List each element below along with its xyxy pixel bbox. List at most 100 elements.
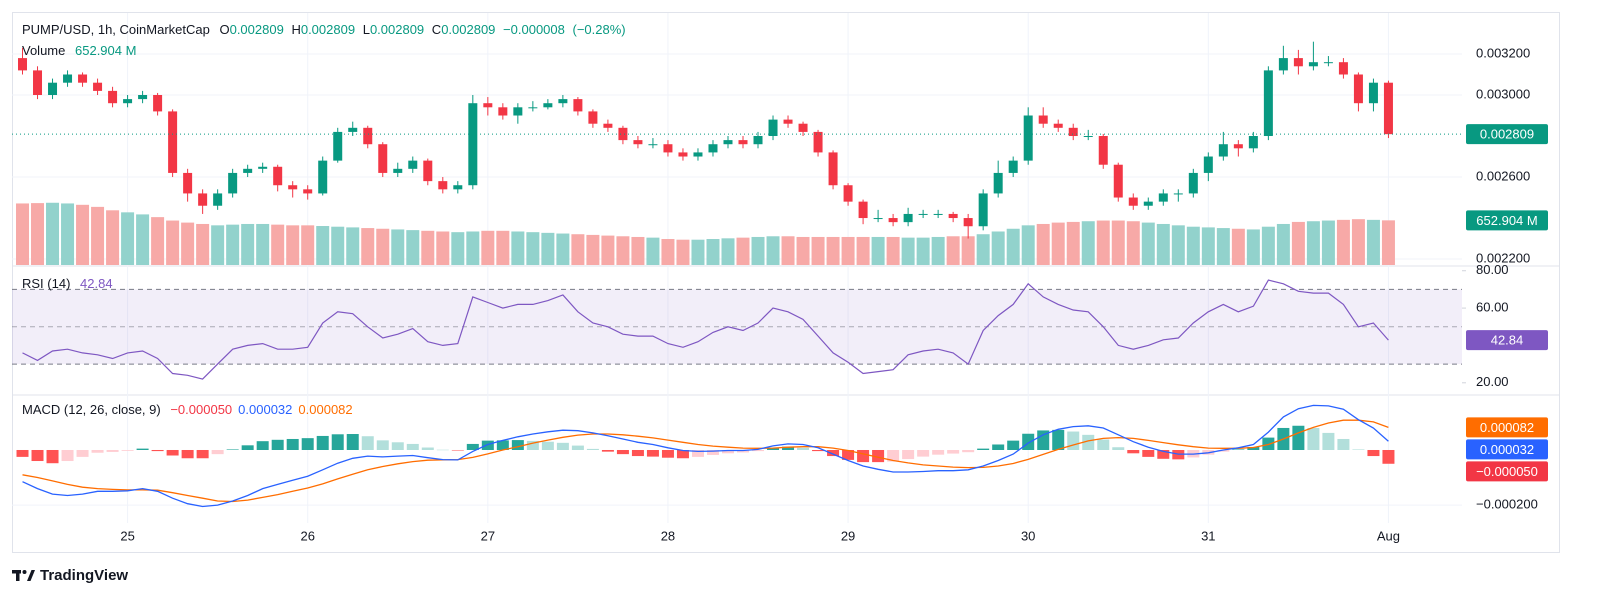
volume-bar — [76, 204, 90, 265]
volume-bar — [46, 202, 60, 265]
histogram-bar — [1067, 431, 1080, 450]
ohlc-key: H — [291, 22, 300, 37]
candle-body — [108, 90, 118, 104]
volume-bar — [541, 232, 555, 265]
ohlc-key: L — [363, 22, 370, 37]
candle-body — [1308, 62, 1318, 67]
rsi-value-box — [1466, 330, 1548, 351]
candle-body — [273, 166, 283, 186]
volume-bar — [1156, 223, 1170, 265]
candle-body — [933, 213, 943, 215]
volume-bar — [1276, 223, 1290, 265]
last-volume-label: 652.904 M — [1476, 213, 1537, 228]
candle-body — [1323, 62, 1333, 64]
candle-body — [1338, 62, 1348, 75]
histogram-bar — [286, 438, 299, 450]
volume-bar — [436, 231, 450, 265]
histogram-bar — [1382, 449, 1395, 464]
candle-body — [1383, 82, 1393, 135]
histogram-bar — [1337, 438, 1350, 450]
candle-body — [888, 218, 898, 223]
volume-bar — [1006, 228, 1020, 265]
volume-bar — [916, 237, 930, 265]
volume-bar — [526, 232, 540, 265]
candle-body — [1218, 144, 1228, 157]
histogram-bar — [271, 439, 284, 450]
x-tick-label: 29 — [841, 528, 855, 543]
histogram-bar — [872, 449, 885, 463]
volume-bar — [901, 237, 915, 265]
candle-body — [843, 185, 853, 202]
rsi-line — [22, 279, 1389, 380]
macd-value-box — [1466, 417, 1548, 438]
candle-body — [873, 218, 883, 220]
volume-bar — [691, 239, 705, 265]
volume-bar — [181, 222, 195, 265]
volume-bar — [781, 236, 795, 265]
volume-bar — [406, 230, 420, 265]
volume-bar — [1381, 220, 1395, 265]
histogram-bar — [466, 443, 479, 450]
candle-body — [1203, 156, 1213, 173]
candle-body — [228, 172, 238, 194]
histogram-bar — [767, 447, 780, 450]
candle-body — [918, 213, 928, 215]
macd-title: MACD (12, 26, close, 9) — [22, 402, 161, 417]
histogram-bar — [436, 449, 449, 451]
histogram-bar — [586, 448, 599, 450]
volume-bar — [151, 217, 165, 265]
volume-bar — [886, 236, 900, 265]
candle-body — [978, 193, 988, 227]
y-tick-label: 60.00 — [1476, 300, 1509, 315]
x-tick-label: 25 — [120, 528, 134, 543]
x-tick-label: 31 — [1201, 528, 1215, 543]
macd-value-label: 0.000032 — [1480, 442, 1534, 457]
histogram-bar — [1052, 429, 1065, 450]
volume-bar — [1351, 219, 1365, 265]
candle-body — [93, 82, 103, 91]
histogram-bar — [76, 449, 89, 457]
histogram-bar — [812, 449, 825, 452]
volume-bar — [451, 232, 465, 265]
candle-body — [33, 70, 43, 96]
candle-body — [558, 99, 568, 104]
volume-bar — [661, 239, 675, 265]
x-tick-label: 28 — [661, 528, 675, 543]
histogram-bar — [511, 440, 524, 450]
histogram-bar — [346, 434, 359, 450]
histogram-bar — [601, 449, 614, 452]
volume-bar — [751, 236, 765, 265]
histogram-bar — [121, 449, 134, 451]
histogram-bar — [571, 445, 584, 450]
candle-body — [903, 213, 913, 223]
volume-bar — [376, 228, 390, 265]
histogram-bar — [752, 449, 765, 452]
candle-body — [618, 127, 628, 141]
candle-body — [648, 144, 658, 146]
candle-body — [213, 193, 223, 206]
volume-bar — [1066, 221, 1080, 265]
candle-body — [693, 152, 703, 157]
candle-body — [1353, 74, 1363, 104]
ohlc-value: 0.002809 — [441, 22, 495, 37]
candle-body — [198, 193, 208, 206]
candle-body — [993, 172, 1003, 194]
histogram-bar — [31, 449, 44, 462]
histogram-bar — [241, 445, 254, 450]
volume-bar — [1141, 222, 1155, 265]
macd-value-box — [1466, 439, 1548, 460]
volume-bar — [361, 228, 375, 265]
candle-body — [1098, 136, 1108, 165]
histogram-bar — [676, 449, 689, 459]
histogram-bar — [391, 442, 404, 450]
candle-body — [663, 144, 673, 153]
x-tick-label: 27 — [481, 528, 495, 543]
histogram-bar — [1352, 449, 1365, 450]
volume-bar — [316, 226, 330, 265]
histogram-bar — [541, 441, 554, 450]
histogram-bar — [421, 447, 434, 450]
volume-bar — [721, 238, 735, 265]
y-tick-label: 0.002600 — [1476, 168, 1530, 183]
histogram-bar — [797, 447, 810, 450]
candle-body — [498, 107, 508, 116]
